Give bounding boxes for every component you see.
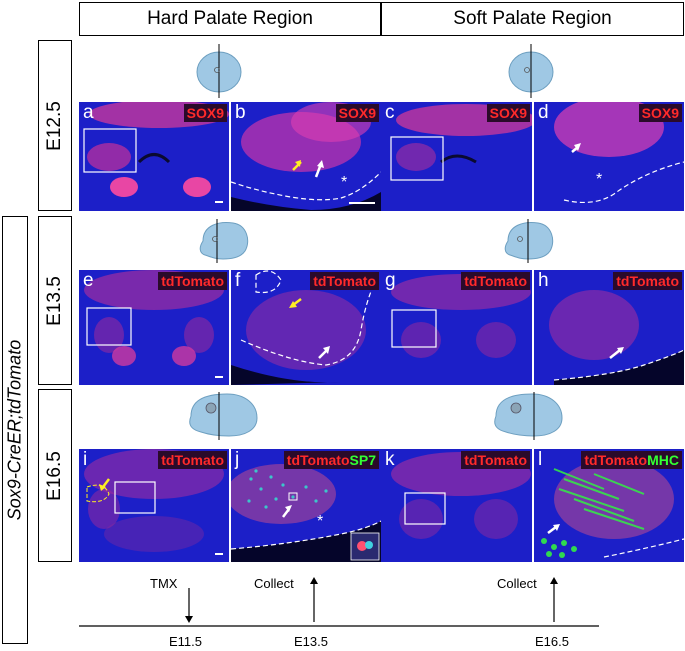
marker-label: SOX9 [183,104,227,122]
marker-label: SOX9 [486,104,530,122]
marker-label: tdTomato [613,272,682,290]
panel-letter: a [83,102,94,123]
head-schematic-e135-hard [199,219,249,263]
head-schematic-e135-soft [504,219,554,263]
stage-label-e125: E12.5 [38,40,72,211]
panel-l: l tdTomatoMHC [534,449,684,562]
panel-i: i tdTomato [79,449,229,562]
marker-label: tdTomatoSP7 [283,451,379,469]
marker-label: tdTomato [461,272,530,290]
collect-label-2: Collect [497,576,537,591]
marker-label: tdTomato [158,451,227,469]
stage-label-e165: E16.5 [38,389,72,562]
panel-a: a SOX9 [79,102,229,211]
panel-j: * j tdTomatoSP7 [231,449,381,562]
svg-text:*: * [596,171,602,188]
stage-label-e135: E13.5 [38,216,72,385]
marker-label: SOX9 [638,104,682,122]
marker-label: tdTomato [461,451,530,469]
head-schematic-e125-soft [508,44,554,98]
panel-e: e tdTomato [79,270,229,385]
panel-letter: j [235,449,240,470]
head-schematic-e165-soft [494,392,563,440]
timepoint-e115: E11.5 [169,634,203,649]
svg-text:*: * [341,174,347,191]
svg-text:*: * [317,513,323,530]
tmx-label: TMX [150,576,178,591]
genotype-label: Sox9-CreER;tdTomato [2,216,28,644]
panel-letter: h [538,270,549,291]
panel-g: g tdTomato [381,270,532,385]
head-schematic-e125-hard [196,44,242,98]
panel-c: c SOX9 [381,102,532,211]
panel-letter: i [83,449,88,470]
panel-letter: d [538,102,549,123]
marker-label: tdTomato [158,272,227,290]
marker-label: SOX9 [335,104,379,122]
marker-label: tdTomato [310,272,379,290]
panel-b: * b SOX9 [231,102,381,211]
panel-letter: c [385,102,395,123]
panel-d: * d SOX9 [534,102,684,211]
timeline [79,577,599,627]
timepoint-e135: E13.5 [294,634,328,649]
collect-label-1: Collect [254,576,294,591]
panel-f: f tdTomato [231,270,381,385]
panel-letter: l [538,449,543,470]
panel-letter: b [235,102,246,123]
panel-letter: f [235,270,241,291]
panel-letter: e [83,270,94,291]
panel-letter: g [385,270,396,291]
head-schematic-e165-hard [189,392,258,440]
panel-letter: k [385,449,395,470]
panel-k: k tdTomato [381,449,532,562]
hard-palate-header: Hard Palate Region [79,2,381,36]
marker-label: tdTomatoMHC [581,451,682,469]
soft-palate-header: Soft Palate Region [381,2,684,36]
timepoint-e165: E16.5 [535,634,569,649]
panel-h: h tdTomato [534,270,684,385]
